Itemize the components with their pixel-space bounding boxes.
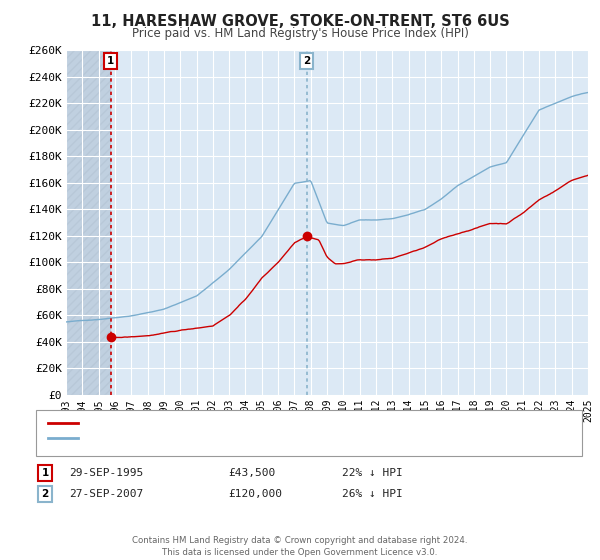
Text: 29-SEP-1995: 29-SEP-1995 [69, 468, 143, 478]
Text: 2: 2 [303, 55, 310, 66]
Text: £120,000: £120,000 [228, 489, 282, 499]
Text: 11, HARESHAW GROVE, STOKE-ON-TRENT, ST6 6US: 11, HARESHAW GROVE, STOKE-ON-TRENT, ST6 … [91, 14, 509, 29]
Text: £43,500: £43,500 [228, 468, 275, 478]
Text: Contains HM Land Registry data © Crown copyright and database right 2024.
This d: Contains HM Land Registry data © Crown c… [132, 536, 468, 557]
Text: 1: 1 [41, 468, 49, 478]
Text: 27-SEP-2007: 27-SEP-2007 [69, 489, 143, 499]
Text: HPI: Average price, detached house, Stoke-on-Trent: HPI: Average price, detached house, Stok… [81, 433, 362, 443]
Text: 22% ↓ HPI: 22% ↓ HPI [342, 468, 403, 478]
Text: 11, HARESHAW GROVE, STOKE-ON-TRENT, ST6 6US (detached house): 11, HARESHAW GROVE, STOKE-ON-TRENT, ST6 … [81, 418, 462, 428]
Text: 2: 2 [41, 489, 49, 499]
Text: 1: 1 [107, 55, 115, 66]
Text: 26% ↓ HPI: 26% ↓ HPI [342, 489, 403, 499]
Text: Price paid vs. HM Land Registry's House Price Index (HPI): Price paid vs. HM Land Registry's House … [131, 27, 469, 40]
